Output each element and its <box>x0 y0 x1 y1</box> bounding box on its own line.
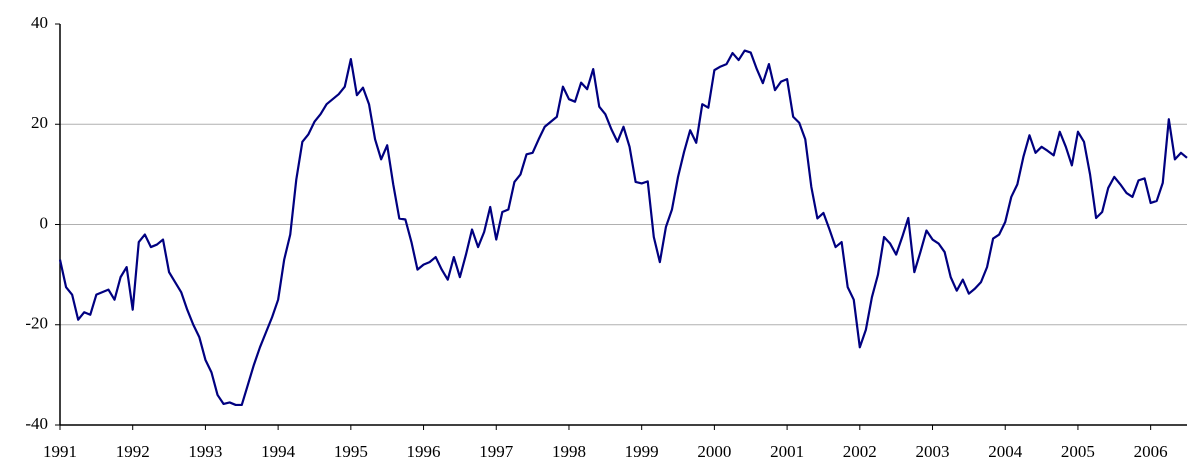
x-tick-label: 2006 <box>1134 442 1168 461</box>
x-tick-label: 1999 <box>625 442 659 461</box>
x-tick-label: 1993 <box>188 442 222 461</box>
x-tick-label: 1992 <box>116 442 150 461</box>
x-tick-label: 2004 <box>988 442 1023 461</box>
y-tick-label: 0 <box>40 213 49 232</box>
x-tick-label: 1997 <box>479 442 514 461</box>
x-tick-label: 2003 <box>916 442 950 461</box>
x-tick-label: 2001 <box>770 442 804 461</box>
x-tick-label: 1995 <box>334 442 368 461</box>
x-tick-label: 2005 <box>1061 442 1095 461</box>
y-tick-label: -40 <box>25 414 48 433</box>
data-line <box>58 49 1188 407</box>
x-tick-label: 1996 <box>407 442 441 461</box>
y-tick-label: 40 <box>31 13 48 32</box>
x-tick-label: 1991 <box>43 442 77 461</box>
x-tick-label: 2000 <box>697 442 731 461</box>
x-tick-label: 1994 <box>261 442 296 461</box>
y-tick-label: 20 <box>31 113 48 132</box>
x-tick-label: 2002 <box>843 442 877 461</box>
x-tick-label: 1998 <box>552 442 586 461</box>
y-tick-label: -20 <box>25 314 48 333</box>
